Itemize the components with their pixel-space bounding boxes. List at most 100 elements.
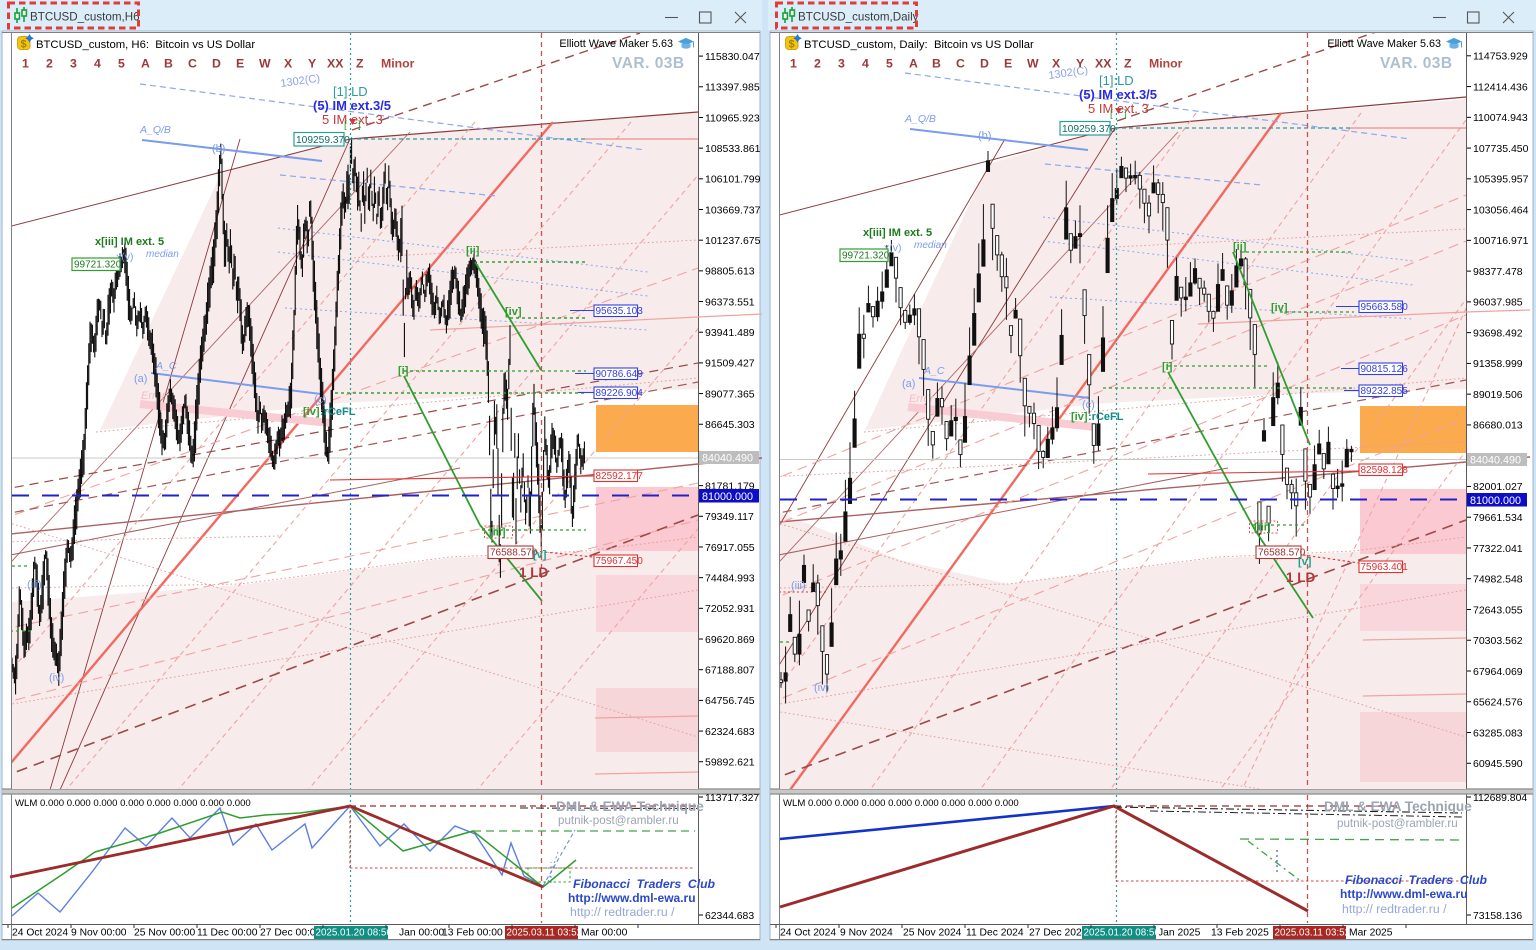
svg-text:100716.971: 100716.971: [1473, 235, 1529, 247]
svg-text:76588.570: 76588.570: [490, 548, 538, 559]
svg-text:98377.478: 98377.478: [1473, 266, 1523, 278]
svg-text:103056.464: 103056.464: [1473, 204, 1529, 216]
svg-text:2025.01.20 08:56: 2025.01.20 08:56: [1084, 928, 1161, 939]
svg-text:(iii): (iii): [791, 580, 806, 592]
svg-text:86680.013: 86680.013: [1473, 420, 1523, 432]
svg-text:95663.580: 95663.580: [1361, 302, 1409, 313]
svg-text:X: X: [284, 57, 293, 71]
svg-text:4: 4: [862, 57, 869, 71]
svg-text:79349.117: 79349.117: [705, 511, 754, 523]
svg-text:64756.745: 64756.745: [705, 695, 755, 707]
svg-text:Jan 2025: Jan 2025: [1158, 928, 1201, 939]
svg-text:[ii]: [ii]: [466, 245, 480, 257]
svg-text:http://www.dml-ewa.ru: http://www.dml-ewa.ru: [568, 891, 696, 905]
svg-text:65624.576: 65624.576: [1473, 697, 1523, 709]
svg-text:x[iii] IM ext. 5: x[iii] IM ext. 5: [863, 227, 932, 239]
svg-text:[iv]: [iv]: [1271, 302, 1288, 314]
svg-text:A_Q/B: A_Q/B: [904, 113, 936, 125]
svg-text:(5) IM ext.3/5: (5) IM ext.3/5: [313, 98, 391, 113]
svg-text:$: $: [789, 39, 795, 51]
svg-text:1 LD: 1 LD: [519, 565, 549, 580]
svg-text:101237.675: 101237.675: [705, 235, 761, 247]
svg-text::rCeFL: :rCeFL: [320, 406, 356, 418]
svg-text:27 Dec 00:00: 27 Dec 00:00: [260, 928, 322, 939]
svg-text:DML & EWA Technique: DML & EWA Technique: [556, 799, 704, 814]
svg-text:89077.365: 89077.365: [705, 388, 755, 400]
svg-text:98805.613: 98805.613: [705, 266, 755, 278]
svg-text:Y: Y: [308, 57, 316, 71]
svg-text:3: 3: [70, 57, 77, 71]
svg-text:Y: Y: [1076, 57, 1084, 71]
svg-text:Z: Z: [356, 57, 364, 71]
svg-text:WLM 0.000 0.000 0.000 0.000 0.: WLM 0.000 0.000 0.000 0.000 0.000 0.000 …: [15, 798, 251, 809]
svg-text:60945.590: 60945.590: [1473, 758, 1523, 770]
svg-text:95635.103: 95635.103: [596, 306, 644, 317]
svg-text:[iv]: [iv]: [303, 406, 320, 418]
svg-text:1302(C): 1302(C): [280, 73, 321, 90]
svg-text:putnik-post@rambler.ru: putnik-post@rambler.ru: [558, 814, 679, 827]
svg-text:114753.929: 114753.929: [1473, 51, 1528, 63]
svg-text:C: C: [188, 57, 197, 71]
svg-text:B: B: [932, 57, 941, 71]
svg-text:[i]: [i]: [398, 365, 409, 377]
svg-text:96037.985: 96037.985: [1473, 297, 1523, 309]
svg-text:BTCUSD_custom, H6: Bitcoin vs: BTCUSD_custom, H6: Bitcoin vs US Dollar: [36, 39, 255, 51]
svg-text:24 Oct 2024: 24 Oct 2024: [780, 928, 836, 939]
svg-text:91358.999: 91358.999: [1473, 358, 1523, 370]
svg-text:108533.861: 108533.861: [705, 143, 761, 155]
svg-text:[ii]: [ii]: [1233, 241, 1247, 253]
svg-text:]: ]: [1124, 109, 1127, 120]
svg-text:XX: XX: [327, 57, 344, 71]
svg-text:http:// redtrader.ru /: http:// redtrader.ru /: [570, 905, 675, 919]
svg-text::rCeFL: :rCeFL: [1088, 411, 1124, 423]
svg-text:[iii]: [iii]: [489, 527, 506, 539]
svg-text:Elliott Wave Maker 5.63: Elliott Wave Maker 5.63: [1327, 38, 1441, 50]
svg-text:BTCUSD_custom,H6: BTCUSD_custom,H6: [30, 11, 140, 24]
svg-text:E: E: [236, 57, 244, 71]
svg-text:Error: Error: [141, 390, 167, 402]
svg-text:4: 4: [94, 57, 101, 71]
svg-text:[v]: [v]: [533, 549, 547, 561]
svg-text:76588.570: 76588.570: [1258, 548, 1306, 559]
svg-text:113397.985: 113397.985: [705, 82, 760, 94]
svg-text:82001.027: 82001.027: [1473, 481, 1523, 493]
svg-text:(c): (c): [1082, 399, 1095, 411]
svg-text:Mar 00:00: Mar 00:00: [581, 928, 628, 939]
svg-text:[iii]: [iii]: [1254, 522, 1271, 534]
svg-text:[i]: [i]: [1162, 361, 1173, 373]
svg-text:90815.126: 90815.126: [1361, 364, 1409, 375]
svg-text:(iii): (iii): [27, 579, 42, 591]
svg-text:74484.993: 74484.993: [705, 572, 755, 584]
svg-text:BTCUSD_custom,Daily: BTCUSD_custom,Daily: [798, 11, 919, 24]
svg-text:109259.370: 109259.370: [1062, 124, 1116, 135]
svg-text:77322.041: 77322.041: [1473, 543, 1523, 555]
svg-text:BTCUSD_custom, Daily: Bitcoin: BTCUSD_custom, Daily: Bitcoin vs US Doll…: [804, 39, 1034, 51]
svg-text:73158.136: 73158.136: [1473, 911, 1522, 922]
svg-text:2025.03.11 03:52: 2025.03.11 03:52: [1275, 928, 1351, 939]
svg-text:[v]: [v]: [1298, 556, 1312, 568]
svg-text:84040.490: 84040.490: [1470, 455, 1521, 467]
svg-text:(b): (b): [978, 130, 991, 142]
svg-text:2: 2: [46, 57, 53, 71]
svg-text:W: W: [1027, 57, 1039, 71]
svg-text:XX: XX: [1095, 57, 1112, 71]
svg-text:DML & EWA Technique: DML & EWA Technique: [1324, 799, 1472, 814]
svg-text:86645.303: 86645.303: [705, 419, 755, 431]
svg-text:5: 5: [118, 57, 125, 71]
svg-text:median: median: [914, 240, 947, 251]
svg-text:(a): (a): [902, 378, 915, 390]
svg-text:93698.492: 93698.492: [1473, 327, 1523, 339]
svg-text:D: D: [980, 57, 989, 71]
svg-text:62324.683: 62324.683: [705, 726, 755, 738]
svg-text:E: E: [1004, 57, 1012, 71]
svg-text:69620.869: 69620.869: [705, 634, 755, 646]
svg-text:72052.931: 72052.931: [705, 603, 755, 615]
svg-text:[: [: [1110, 109, 1113, 120]
svg-text:$: $: [21, 39, 27, 51]
svg-text:Error: Error: [909, 393, 935, 405]
svg-text:106101.799: 106101.799: [705, 174, 761, 186]
svg-text:99721.320: 99721.320: [842, 251, 890, 262]
svg-text:A: A: [141, 57, 150, 71]
svg-text:110074.943: 110074.943: [1473, 112, 1528, 124]
svg-text:A_Q/B: A_Q/B: [139, 124, 171, 136]
